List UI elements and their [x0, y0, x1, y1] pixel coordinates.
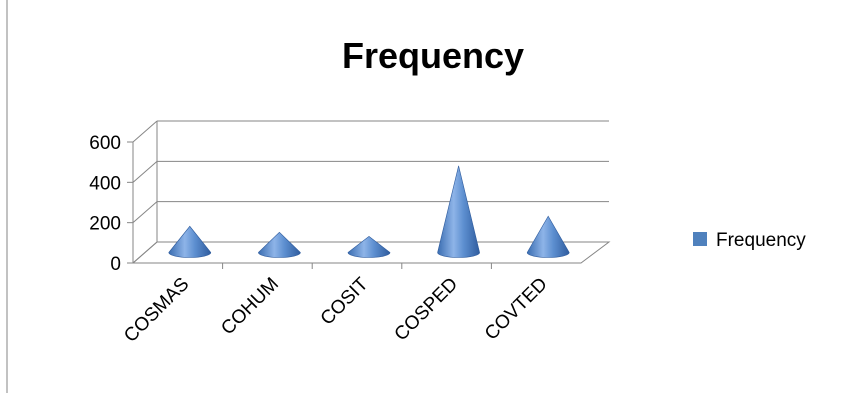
legend-swatch [693, 232, 707, 246]
cone-body [437, 165, 480, 258]
y-tick-label: 600 [89, 133, 121, 154]
chart-title: Frequency [342, 35, 524, 76]
bars-layer [168, 165, 570, 258]
y-tick-label: 0 [110, 254, 121, 275]
x-tick-label: COSIT [317, 273, 373, 329]
bar-cosmas [168, 225, 212, 258]
y-tick-label: 200 [89, 214, 121, 235]
x-tick-label: COSPED [391, 274, 463, 346]
cone-body [258, 231, 301, 258]
cone-body [168, 225, 212, 258]
legend-label: Frequency [716, 230, 806, 251]
bar-cohum [258, 231, 301, 258]
x-tick-label: COHUM [217, 274, 283, 340]
cone-body [347, 235, 391, 258]
bar-cosped [437, 165, 480, 258]
side-wall-gridline [132, 120, 158, 143]
cone-body [526, 215, 570, 258]
x-tick-label: COVTED [481, 274, 552, 345]
side-wall-gridline [132, 160, 158, 183]
axis-layer: 0 200 400 600 [89, 133, 581, 275]
chart-frame-border [6, 0, 847, 398]
x-tick-label: COSMAS [120, 274, 193, 347]
y-tick-label: 400 [89, 173, 121, 194]
legend: Frequency [693, 230, 806, 251]
bar-covted [526, 215, 570, 258]
bar-cosit [347, 235, 391, 258]
x-tick-labels: COSMAS COHUM COSIT COSPED COVTED [120, 273, 551, 346]
side-wall-gridline [132, 201, 158, 224]
